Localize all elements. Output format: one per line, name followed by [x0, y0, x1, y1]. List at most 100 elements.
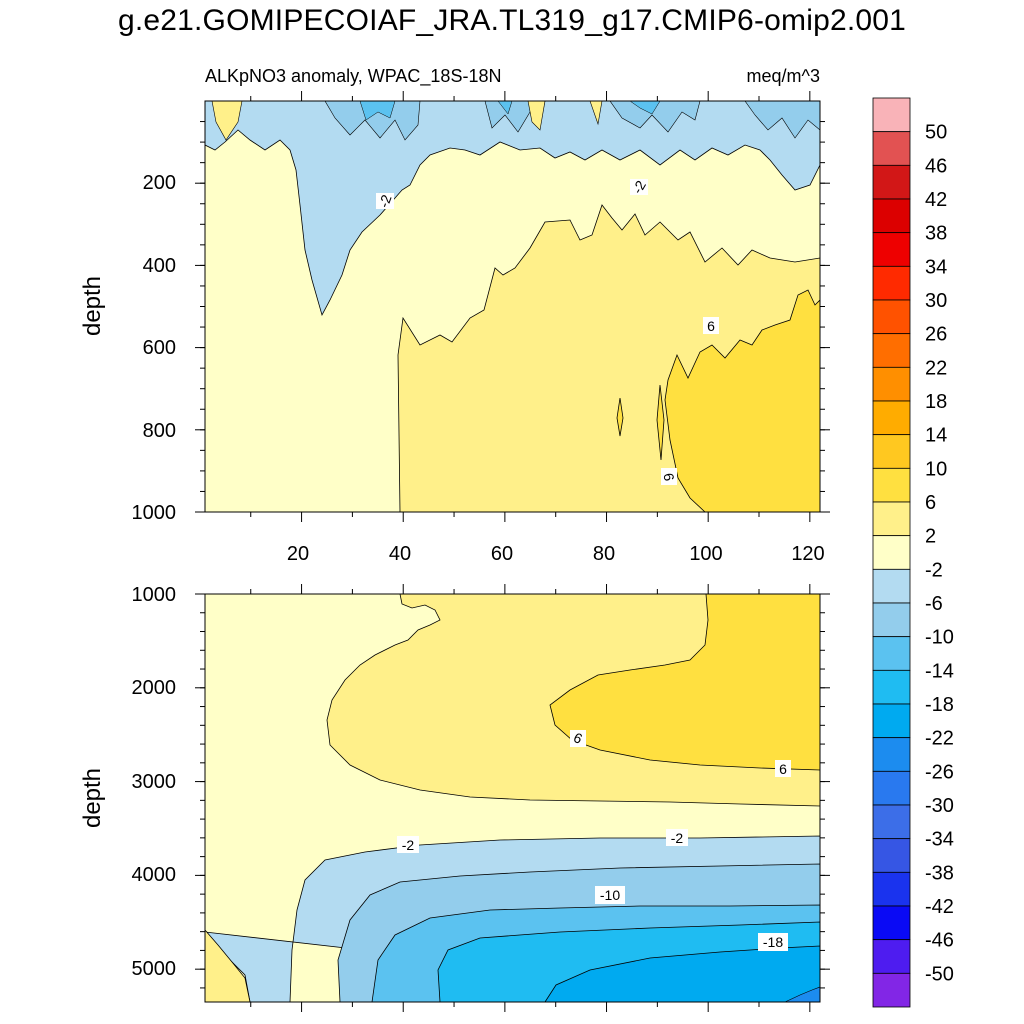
colorbar-label: -38	[925, 862, 954, 884]
colorbar-label: -26	[925, 761, 954, 783]
upper-contour-label-4: 6	[660, 472, 677, 483]
colorbar-boxes	[872, 97, 911, 1008]
upper-y-tick-label: 400	[143, 255, 176, 277]
colorbar-label: 42	[925, 189, 947, 211]
colorbar-box	[872, 703, 911, 739]
colorbar-box	[872, 131, 911, 166]
lower-fill-level-neg22-neg18	[544, 945, 820, 1002]
lower-contour-fills	[205, 594, 820, 1002]
colorbar-box	[872, 770, 911, 806]
upper-panel: -2 -2 6 6 200 400 600 800 1000 20 40 60 …	[79, 91, 830, 565]
upper-fill-level-neg14-neg10	[359, 101, 661, 121]
colorbar: 50 46 42 38 34 30 26 22 18 14 10 6 2 -2 -6 -10 -14 -18 -22…	[872, 97, 954, 1008]
colorbar-box	[872, 400, 911, 436]
upper-y-tick-label: 600	[143, 337, 176, 359]
colorbar-box	[872, 501, 911, 537]
upper-y-tick-label: 1000	[132, 502, 177, 524]
colorbar-box	[872, 299, 911, 335]
lower-plot-frame	[204, 593, 821, 1003]
lower-y-tick-labels: 1000 2000 3000 4000 5000	[132, 584, 177, 980]
lower-contour-label-6: -18	[763, 934, 783, 950]
colorbar-box	[872, 97, 911, 133]
lower-y-tick-label: 2000	[132, 677, 177, 699]
upper-x-tick-label: 20	[287, 543, 309, 565]
colorbar-label: 34	[925, 256, 947, 278]
lower-y-axis-label: depth	[79, 768, 106, 828]
colorbar-label: 30	[925, 290, 947, 312]
upper-y-tick-labels: 200 400 600 800 1000	[132, 172, 177, 524]
colorbar-label: -46	[925, 930, 954, 952]
lower-contour-label-4: -2	[671, 830, 684, 846]
upper-contour-label-1: -2	[375, 192, 394, 209]
lower-y-tick-label: 3000	[132, 771, 177, 793]
colorbar-label: -30	[925, 795, 954, 817]
colorbar-box	[872, 535, 911, 570]
colorbar-labels: 50 46 42 38 34 30 26 22 18 14 10 6 2 -2 -6 -10 -14 -18 -22…	[925, 122, 954, 986]
colorbar-label: 10	[925, 458, 947, 480]
colorbar-box	[872, 972, 911, 1008]
colorbar-label: 26	[925, 324, 947, 346]
upper-x-tick-label: 40	[389, 543, 411, 565]
colorbar-box	[872, 467, 911, 503]
upper-x-tick-label: 80	[593, 543, 615, 565]
upper-y-tick-label: 200	[143, 172, 176, 194]
lower-fill-level-6-10	[549, 594, 820, 771]
colorbar-box	[872, 602, 911, 638]
colorbar-box	[872, 434, 911, 469]
subtitle-right: meq/m^3	[747, 66, 820, 86]
upper-x-tick-label: 60	[491, 543, 513, 565]
upper-thin-contour-b	[656, 384, 665, 461]
upper-contour-label-3: 6	[707, 318, 715, 334]
upper-fill-level-neg6-neg2	[205, 101, 820, 317]
colorbar-box	[872, 568, 911, 604]
lower-fill-level-neg26-neg22	[784, 986, 820, 1002]
colorbar-box	[872, 164, 911, 200]
colorbar-box	[872, 366, 911, 402]
colorbar-box	[872, 804, 911, 840]
colorbar-label: -10	[925, 627, 954, 649]
colorbar-label: -2	[925, 559, 943, 581]
upper-contour-fills	[205, 101, 820, 512]
colorbar-label: -22	[925, 728, 954, 750]
lower-axis-ticks	[195, 584, 830, 1012]
main-title: g.e21.GOMIPECOIAF_JRA.TL319_g17.CMIP6-om…	[117, 4, 907, 37]
colorbar-label: 50	[925, 122, 947, 144]
colorbar-label: 2	[925, 526, 936, 548]
colorbar-label: 14	[925, 425, 947, 447]
lower-contour-label-3: -2	[402, 837, 415, 853]
upper-x-tick-labels: 20 40 60 80 100 120	[287, 543, 825, 565]
colorbar-box	[872, 669, 911, 705]
colorbar-label: -42	[925, 896, 954, 918]
upper-axis-ticks	[195, 91, 830, 522]
upper-fill-level-neg10-neg6-a	[324, 101, 421, 141]
colorbar-label: -50	[925, 963, 954, 985]
lower-contour-label-5: -10	[600, 887, 620, 903]
colorbar-box	[872, 265, 911, 301]
colorbar-box	[872, 939, 911, 974]
colorbar-box	[872, 838, 911, 873]
colorbar-label: 38	[925, 223, 947, 245]
colorbar-box	[872, 636, 911, 671]
colorbar-label: 6	[925, 492, 936, 514]
upper-fill-level-2-6-patch	[211, 101, 603, 141]
colorbar-label: -34	[925, 829, 954, 851]
upper-thin-contour-a	[616, 397, 624, 437]
colorbar-box	[872, 198, 911, 234]
colorbar-box	[872, 905, 911, 941]
colorbar-box	[872, 871, 911, 907]
upper-x-tick-label: 120	[791, 543, 824, 565]
colorbar-label: 22	[925, 357, 947, 379]
colorbar-label: 18	[925, 391, 947, 413]
upper-contour-labels: -2 -2 6 6	[375, 177, 719, 485]
colorbar-box	[872, 737, 911, 772]
lower-panel: 6 6 -2 -2 -10 -18 1000 2000 3000 4000 50…	[79, 584, 830, 1012]
lower-fill-level-2-6-corner	[205, 929, 251, 1002]
colorbar-box	[872, 232, 911, 267]
upper-y-axis-label: depth	[79, 276, 106, 336]
lower-contour-label-2: 6	[779, 761, 787, 777]
subtitle-left: ALKpNO3 anomaly, WPAC_18S-18N	[205, 66, 501, 87]
colorbar-box	[872, 333, 911, 368]
lower-y-tick-label: 5000	[132, 958, 177, 980]
upper-fill-level-neg10-neg6-d	[744, 101, 820, 139]
